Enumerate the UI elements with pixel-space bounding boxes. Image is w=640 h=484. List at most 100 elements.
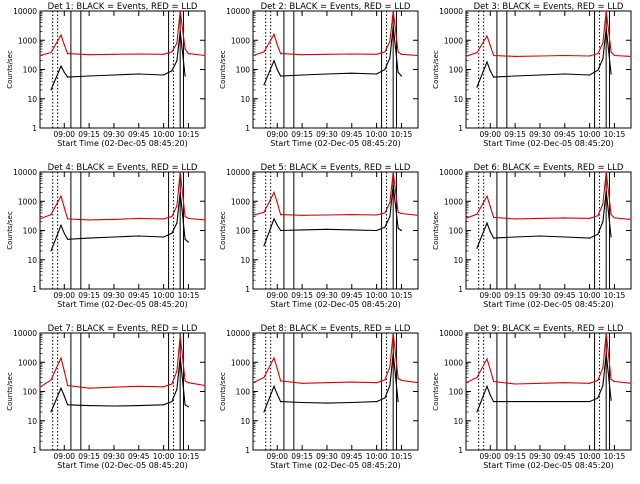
data-point-lld [630, 382, 632, 384]
data-point-lld [88, 54, 90, 56]
data-point-lld [263, 211, 265, 213]
y-tick-label: 100 [449, 227, 464, 236]
data-point-lld [276, 202, 278, 204]
data-point-events [610, 236, 612, 238]
chart-panel-8: Det 8: BLACK = Events, RED = LLD 1 10 100 10… [219, 324, 419, 470]
data-point-lld [476, 213, 478, 215]
data-point-lld [184, 48, 186, 50]
data-point-lld [67, 384, 69, 387]
data-point-events [400, 75, 402, 77]
x-tick-label: 10:15 [391, 452, 413, 461]
data-point-lld [50, 379, 52, 381]
y-tick-label: 1 [458, 285, 463, 294]
data-point-lld [326, 382, 328, 384]
data-point-lld [397, 377, 399, 379]
y-axis-label: Counts/sec [219, 372, 227, 411]
data-point-lld [171, 383, 173, 385]
data-point-events [539, 74, 541, 76]
data-point-events [400, 229, 402, 232]
x-tick-label: 09:00 [53, 291, 75, 300]
data-point-lld [326, 53, 328, 55]
data-point-lld [187, 53, 189, 55]
y-tick-label: 1 [32, 446, 37, 455]
y-tick-label: 100 [23, 227, 38, 236]
y-tick-label: 1 [245, 446, 250, 455]
data-point-lld [476, 51, 478, 54]
data-point-events [171, 401, 173, 403]
data-point-events [602, 384, 604, 387]
data-point-events [301, 229, 303, 231]
x-tick-label: 09:15 [291, 291, 313, 300]
data-point-lld [610, 51, 612, 53]
data-point-lld [376, 53, 378, 55]
data-point-events [176, 222, 178, 224]
data-point-lld [276, 44, 278, 46]
data-point-lld [273, 191, 275, 193]
data-point-lld [176, 205, 178, 207]
y-tick-label: 10 [240, 256, 250, 265]
x-tick-label: 09:30 [529, 130, 551, 139]
x-tick-label: 09:30 [529, 452, 551, 461]
y-tick-label: 1 [458, 124, 463, 133]
data-point-lld [465, 217, 467, 219]
x-tick-label: 09:45 [341, 291, 363, 300]
x-axis-label: Start Time (02-Dec-05 08:45:20) [57, 461, 188, 470]
x-tick-label: 10:00 [579, 452, 601, 461]
data-point-lld [486, 35, 488, 37]
data-point-events [514, 75, 516, 77]
x-tick-label: 09:15 [78, 452, 100, 461]
x-tick-label: 09:30 [316, 130, 338, 139]
data-point-events [60, 224, 62, 226]
y-tick-label: 1000 [18, 197, 37, 206]
data-point-lld [486, 195, 488, 197]
data-point-lld [50, 214, 52, 216]
y-tick-label: 100 [236, 66, 251, 75]
data-point-lld [400, 212, 402, 215]
chart-title: Det 2: BLACK = Events, RED = LLD [261, 2, 411, 12]
data-point-lld [392, 171, 394, 173]
data-point-events [397, 401, 399, 403]
data-point-lld [63, 370, 65, 372]
data-point-events [187, 406, 189, 408]
data-point-events [273, 60, 275, 62]
data-point-lld [476, 376, 478, 379]
data-point-lld [602, 367, 604, 369]
data-point-events [280, 75, 282, 77]
data-point-events [280, 401, 282, 403]
chart-panel-1: Det 1: BLACK = Events, RED = LLD 1 10 100 10… [6, 2, 206, 148]
data-point-events [376, 401, 378, 403]
data-point-events [63, 232, 65, 234]
data-point-events [88, 237, 90, 239]
data-point-lld [417, 214, 419, 216]
y-tick-label: 10000 [13, 329, 37, 338]
data-point-events [171, 232, 173, 234]
data-point-events [489, 394, 491, 396]
data-point-lld [514, 383, 516, 385]
data-point-events [276, 68, 278, 71]
data-point-events [179, 191, 181, 193]
data-point-lld [389, 366, 391, 368]
x-tick-label: 10:00 [579, 130, 601, 139]
data-point-lld [489, 45, 491, 47]
data-point-events [597, 233, 599, 235]
x-tick-label: 09:45 [128, 130, 150, 139]
y-tick-label: 1000 [444, 358, 463, 367]
data-point-events [138, 73, 140, 75]
y-tick-label: 100 [236, 388, 251, 397]
chart-title: Det 4: BLACK = Events, RED = LLD [48, 163, 198, 173]
series-line-events [476, 191, 612, 249]
data-point-lld [326, 214, 328, 216]
data-point-events [301, 401, 303, 404]
data-point-events [597, 69, 599, 71]
y-tick-label: 10 [27, 417, 37, 426]
data-point-lld [113, 386, 115, 388]
data-point-lld [597, 53, 599, 55]
y-tick-label: 10000 [226, 7, 250, 16]
x-axis-label: Start Time (02-Dec-05 08:45:20) [483, 139, 614, 148]
data-point-lld [280, 53, 282, 55]
y-tick-label: 10 [453, 256, 463, 265]
data-point-lld [493, 216, 495, 218]
data-point-lld [384, 51, 386, 53]
data-point-lld [605, 10, 607, 12]
chart-title: Det 5: BLACK = Events, RED = LLD [261, 163, 411, 173]
